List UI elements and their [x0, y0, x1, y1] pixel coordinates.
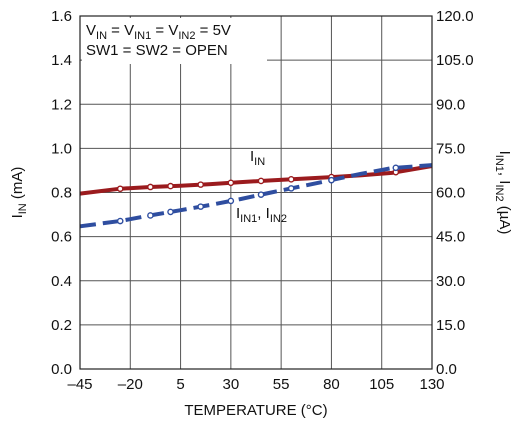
- series-iin-marker: [116, 185, 124, 193]
- series-iin1-iin2-line: [79, 163, 433, 229]
- y-left-axis-title: IIN (mA): [9, 167, 29, 219]
- y-right-tick-label: 120.0: [436, 8, 474, 25]
- series-iin1-iin2-marker: [257, 191, 265, 198]
- y-left-tick-label: 0.6: [51, 229, 72, 246]
- x-tick-label: 30: [223, 376, 240, 393]
- series-iin-marker: [147, 183, 154, 191]
- x-tick-label: 55: [273, 376, 290, 393]
- y-left-tick-label: 1.2: [51, 96, 72, 113]
- y-right-tick-label: 45.0: [436, 229, 465, 246]
- series-iin-marker: [167, 182, 174, 190]
- x-tick-label: –45: [67, 376, 92, 393]
- series-iin1-iin2-marker: [392, 164, 400, 172]
- condition-annotation: SW1 = SW2 = OPEN: [86, 42, 228, 59]
- y-right-tick-label: 0.0: [436, 361, 457, 378]
- series-label-iin: IIN: [250, 148, 265, 168]
- series-label-iin1-iin2: IIN1, IIN2: [236, 205, 287, 225]
- grid: [80, 16, 432, 369]
- x-tick-label: –20: [118, 376, 143, 393]
- series-iin-marker: [257, 177, 265, 185]
- x-axis-title: TEMPERATURE (°C): [184, 402, 327, 419]
- series-iin1-iin2-marker: [227, 197, 235, 205]
- x-tick-label: 130: [419, 376, 444, 393]
- y-left-tick-label: 1.4: [51, 52, 72, 69]
- plot-frame: [79, 15, 433, 370]
- series-iin1-iin2-marker: [287, 185, 295, 192]
- annotation-background: [82, 18, 267, 64]
- series-iin-marker: [197, 181, 204, 188]
- y-left-tick-label: 0.8: [51, 185, 72, 202]
- y-left-tick-label: 1.0: [51, 140, 72, 157]
- condition-annotation: VIN = VIN1 = VIN2 = 5V: [86, 22, 231, 42]
- series-layer: [79, 163, 433, 229]
- y-left-tick-label: 0.0: [51, 361, 72, 378]
- series-iin1-iin2-marker: [197, 203, 204, 210]
- y-right-tick-label: 75.0: [436, 140, 465, 157]
- series-iin1-iin2-marker: [328, 176, 335, 184]
- y-right-axis-title: IIN1, IIN2 (µA): [493, 151, 513, 235]
- x-tick-label: 105: [369, 376, 394, 393]
- y-right-tick-label: 60.0: [436, 185, 465, 202]
- series-iin1-iin2-marker: [116, 217, 124, 225]
- series-iin1-iin2-marker: [167, 208, 174, 216]
- series-iin-marker: [287, 176, 295, 183]
- y-left-tick-label: 1.6: [51, 8, 72, 25]
- y-right-tick-label: 30.0: [436, 273, 465, 290]
- series-iin-marker: [227, 179, 235, 187]
- y-right-tick-label: 105.0: [436, 52, 474, 69]
- series-iin-line: [79, 164, 433, 196]
- x-tick-label: 80: [323, 376, 340, 393]
- y-left-tick-label: 0.4: [51, 273, 72, 290]
- x-tick-label: 5: [176, 376, 184, 393]
- series-iin1-iin2-marker: [147, 212, 154, 219]
- labels: TEMPERATURE (°C) IIN (mA) IIN1, IIN2 (µA) V…: [9, 18, 513, 419]
- y-right-tick-label: 15.0: [436, 317, 465, 334]
- y-left-tick-label: 0.2: [51, 317, 72, 334]
- y-right-tick-label: 90.0: [436, 96, 465, 113]
